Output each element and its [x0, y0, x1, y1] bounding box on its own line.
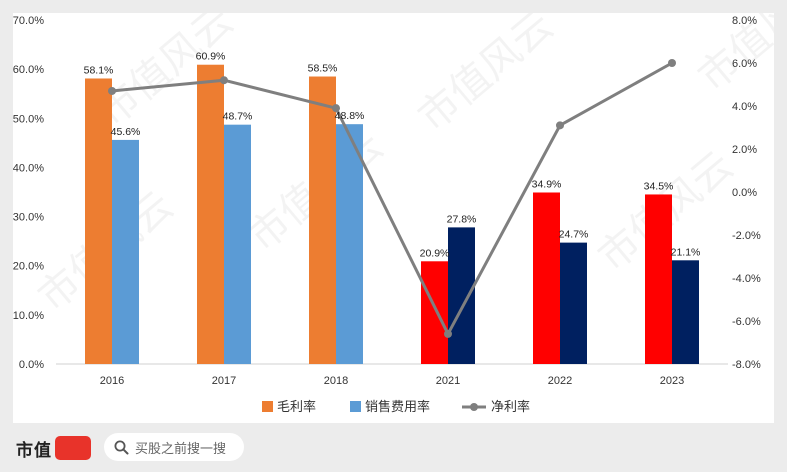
selling-expense-label: 45.6%	[111, 126, 141, 138]
legend-label-selling-expense: 销售费用率	[365, 399, 430, 414]
right-tick-label: 4.0%	[732, 101, 757, 113]
net-margin-point	[556, 121, 564, 130]
x-tick-label: 2021	[436, 375, 460, 387]
brand-name: 市值	[16, 440, 52, 461]
gross-margin-label: 60.9%	[196, 51, 226, 63]
gross-margin-label: 34.9%	[532, 178, 562, 190]
legend-label-gross-margin: 毛利率	[277, 399, 316, 414]
brand-logo: 市值	[16, 433, 91, 463]
right-tick-label: 2.0%	[732, 144, 757, 156]
gross-margin-bar	[197, 64, 224, 364]
right-y-axis: -8.0% -6.0% -4.0% -2.0% 0.0% 2.0% 4.0% 6.0% 8.0%	[732, 15, 761, 371]
selling-expense-bar	[112, 139, 139, 364]
left-tick-label: 50.0%	[13, 113, 44, 125]
search-placeholder: 买股之前搜一搜	[135, 440, 227, 456]
legend: 毛利率 销售费用率 净利率	[262, 399, 530, 414]
gross-margin-label: 58.1%	[84, 64, 114, 76]
selling-expense-bar	[224, 124, 251, 364]
watermark-text: 市值风云	[410, 13, 562, 141]
legend-swatch-gross-margin	[262, 401, 273, 412]
right-tick-label: -2.0%	[732, 230, 761, 242]
x-tick-label: 2016	[100, 375, 124, 387]
x-tick-label: 2017	[212, 375, 236, 387]
selling-expense-bar	[448, 227, 475, 364]
selling-expense-label: 21.1%	[671, 246, 701, 258]
gross-margin-label: 20.9%	[420, 247, 450, 259]
left-tick-label: 70.0%	[13, 15, 44, 27]
right-tick-label: 8.0%	[732, 15, 757, 27]
right-tick-label: -6.0%	[732, 316, 761, 328]
net-margin-point	[668, 59, 676, 67]
selling-expense-label: 27.8%	[447, 213, 477, 225]
legend-swatch-selling-expense	[350, 401, 361, 412]
right-tick-label: 0.0%	[732, 187, 757, 199]
net-margin-point	[220, 76, 228, 85]
x-axis: 2016 2017 2018 2021 2022 2023	[56, 363, 728, 387]
net-margin-point	[108, 86, 116, 95]
left-tick-label: 60.0%	[13, 64, 44, 76]
line-series	[108, 59, 676, 338]
net-margin-point	[444, 329, 452, 338]
left-tick-label: 0.0%	[19, 359, 44, 371]
gross-margin-bar	[421, 261, 448, 364]
bottom-bar: 市值 买股之前搜一搜	[0, 423, 787, 472]
left-tick-label: 10.0%	[13, 310, 44, 322]
x-tick-label: 2018	[324, 375, 348, 387]
search-icon	[114, 440, 129, 454]
search-input[interactable]: 买股之前搜一搜	[104, 433, 244, 461]
x-tick-label: 2023	[660, 375, 684, 387]
left-y-axis: 0.0% 10.0% 20.0% 30.0% 40.0% 50.0% 60.0% 70.0%	[13, 15, 44, 371]
gross-margin-label: 34.5%	[644, 180, 674, 192]
x-tick-label: 2022	[548, 375, 572, 387]
gross-margin-bar	[85, 78, 112, 364]
brand-seal-icon	[55, 436, 91, 460]
selling-expense-bar	[672, 260, 699, 364]
left-tick-label: 20.0%	[13, 261, 44, 273]
legend-label-net-margin: 净利率	[491, 399, 530, 414]
selling-expense-label: 48.8%	[335, 110, 365, 122]
right-tick-label: 6.0%	[732, 58, 757, 70]
gross-margin-bar	[533, 192, 560, 364]
gross-margin-bar	[309, 76, 336, 364]
right-tick-label: -4.0%	[732, 273, 761, 285]
left-tick-label: 30.0%	[13, 212, 44, 224]
selling-expense-label: 48.7%	[223, 111, 253, 123]
chart-card: 市值风云市值风云市值风云市值风云市值风云市值风云 0.0%10.0%20.0%3…	[13, 13, 774, 423]
selling-expense-bar	[336, 124, 363, 364]
gross-margin-label: 58.5%	[308, 63, 338, 75]
bars	[85, 64, 699, 364]
gross-margin-bar	[645, 194, 672, 364]
net-margin-point	[332, 104, 340, 113]
data-labels: 58.1% 60.9% 58.5% 20.9% 34.9% 34.5% 45.6% 48.7%…	[84, 51, 701, 260]
selling-expense-bar	[560, 242, 587, 364]
left-tick-label: 40.0%	[13, 162, 44, 174]
legend-marker-net-margin	[470, 403, 478, 411]
right-tick-label: -8.0%	[732, 359, 761, 371]
combo-chart: 市值风云市值风云市值风云市值风云市值风云市值风云 0.0%10.0%20.0%3…	[13, 13, 774, 414]
selling-expense-label: 24.7%	[559, 229, 589, 241]
net-margin-line	[111, 61, 673, 336]
